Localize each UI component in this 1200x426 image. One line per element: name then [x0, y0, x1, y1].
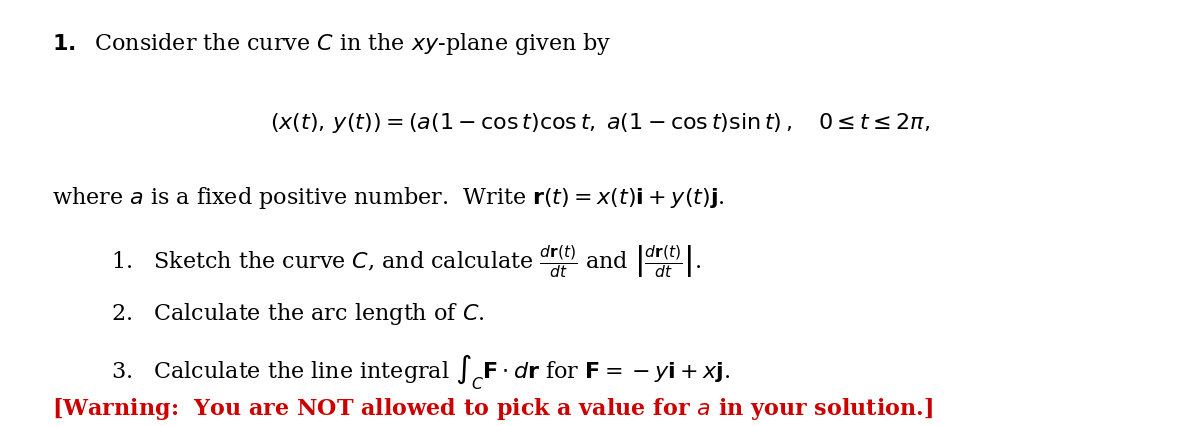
Text: where $a$ is a fixed positive number.  Write $\mathbf{r}(t) = x(t)\mathbf{i} + y: where $a$ is a fixed positive number. Wr…	[52, 185, 725, 211]
Text: $\mathbf{1.}$  Consider the curve $C$ in the $xy$-plane given by: $\mathbf{1.}$ Consider the curve $C$ in …	[52, 32, 612, 58]
Text: 3.   Calculate the line integral $\int_C \mathbf{F} \cdot d\mathbf{r}$ for $\mat: 3. Calculate the line integral $\int_C \…	[112, 352, 731, 391]
Text: [Warning:  You are NOT allowed to pick a value for $a$ in your solution.]: [Warning: You are NOT allowed to pick a …	[52, 397, 932, 423]
Text: 2.   Calculate the arc length of $C$.: 2. Calculate the arc length of $C$.	[112, 301, 485, 327]
Text: $(x(t),\, y(t)) = (a(1 - \cos t)\cos t,\; a(1 - \cos t)\sin t)\,,\quad 0 \leq t : $(x(t),\, y(t)) = (a(1 - \cos t)\cos t,\…	[270, 111, 930, 135]
Text: 1.   Sketch the curve $C$, and calculate $\frac{d\mathbf{r}(t)}{dt}$ and $\left|: 1. Sketch the curve $C$, and calculate $…	[112, 243, 702, 279]
